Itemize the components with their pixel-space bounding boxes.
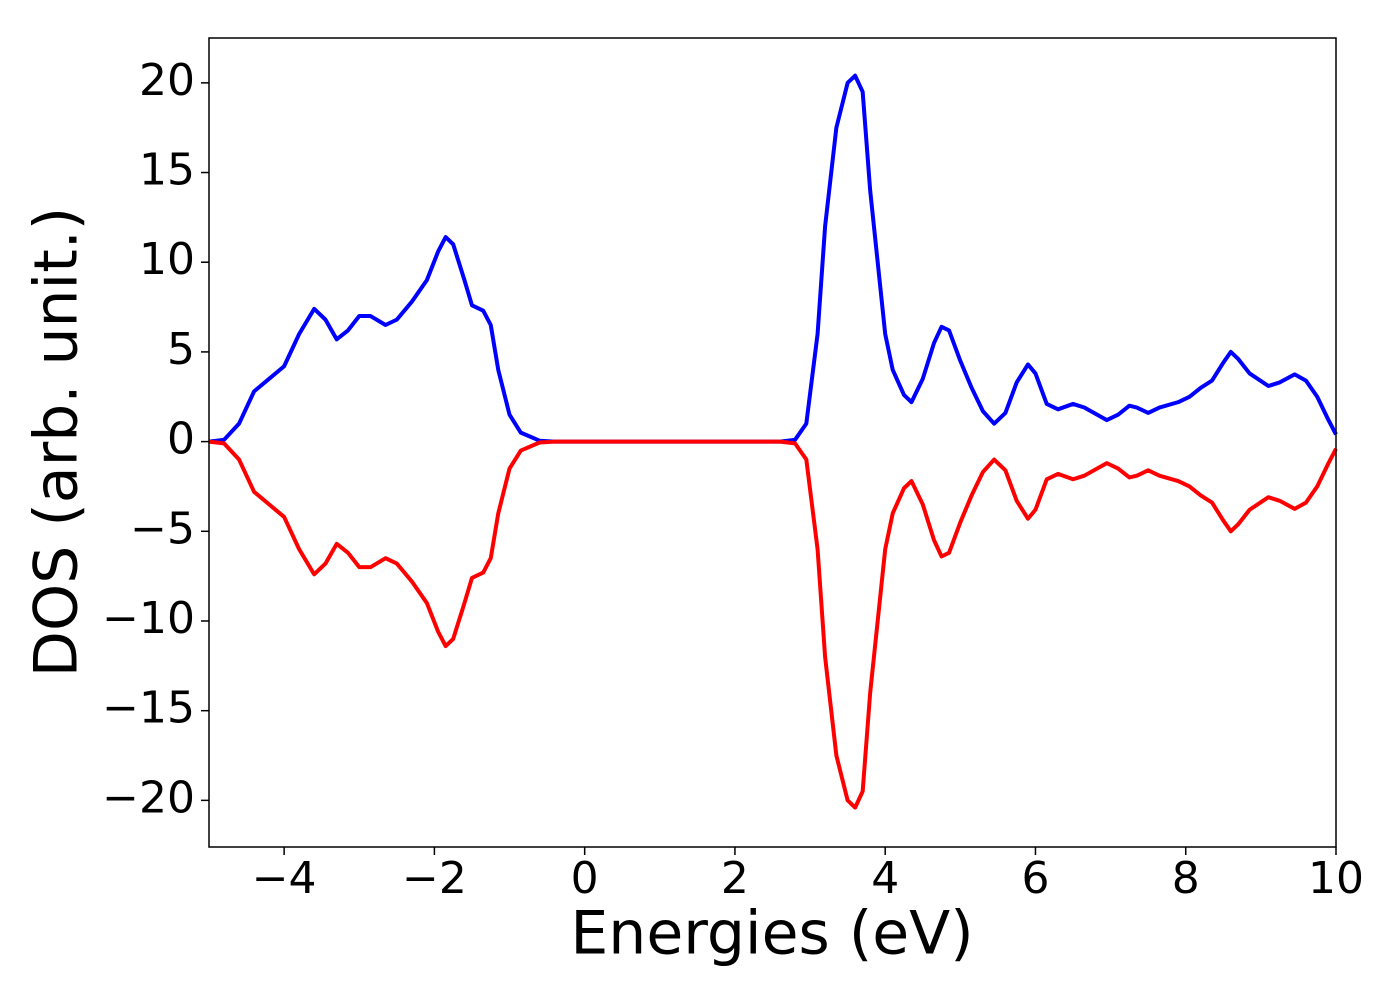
x-tick-label: −2	[402, 853, 467, 904]
x-tick-label: 0	[571, 853, 599, 904]
y-tick-label: 20	[139, 55, 195, 106]
x-tick-label: 6	[1021, 853, 1049, 904]
x-tick-label: 4	[871, 853, 899, 904]
y-tick-label: 15	[139, 145, 195, 196]
y-tick-label: 10	[139, 234, 195, 285]
y-tick-label: −5	[130, 503, 195, 554]
x-axis-label: Energies (eV)	[570, 899, 973, 969]
y-tick-label: −20	[102, 772, 195, 823]
line-series	[208, 439, 1338, 810]
x-tick-label: 2	[721, 853, 749, 904]
x-tick-label: 10	[1308, 853, 1364, 904]
x-tick-label: 8	[1172, 853, 1200, 904]
y-tick-label: −10	[102, 593, 195, 644]
y-axis-label: DOS (arb. unit.)	[22, 207, 92, 677]
y-tick-label: −15	[102, 683, 195, 734]
y-tick-label: 0	[167, 414, 195, 465]
line-series	[208, 73, 1338, 444]
plot-frame	[208, 37, 1337, 848]
x-tick-label: −4	[252, 853, 317, 904]
y-tick-label: 5	[167, 324, 195, 375]
